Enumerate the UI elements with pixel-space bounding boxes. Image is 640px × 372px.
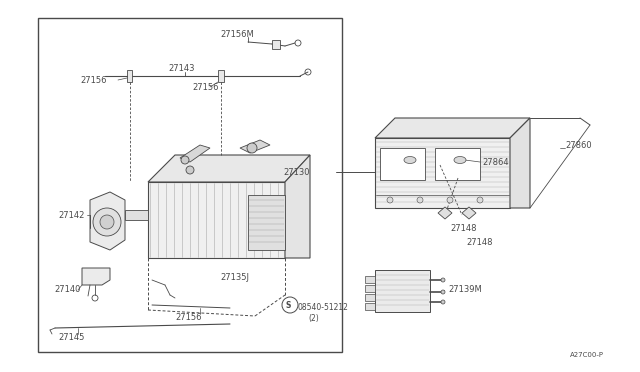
Circle shape — [447, 197, 453, 203]
Text: 27864: 27864 — [482, 157, 509, 167]
Polygon shape — [272, 40, 280, 49]
Circle shape — [100, 215, 114, 229]
Polygon shape — [180, 145, 210, 162]
Polygon shape — [148, 182, 285, 258]
Polygon shape — [240, 140, 270, 153]
Polygon shape — [375, 138, 510, 208]
Polygon shape — [218, 70, 224, 82]
Text: 08540-51212: 08540-51212 — [298, 304, 349, 312]
Polygon shape — [510, 118, 530, 208]
Text: (2): (2) — [308, 314, 319, 323]
Text: 27145: 27145 — [58, 334, 84, 343]
Circle shape — [441, 290, 445, 294]
Text: 27148: 27148 — [450, 224, 477, 232]
Bar — [365, 303, 375, 310]
Bar — [38, 18, 342, 352]
Bar — [248, 195, 285, 250]
Text: 27156: 27156 — [175, 314, 202, 323]
Polygon shape — [82, 268, 110, 285]
Circle shape — [387, 197, 393, 203]
Ellipse shape — [404, 157, 416, 164]
Text: A27C00-P: A27C00-P — [570, 352, 604, 358]
Circle shape — [441, 278, 445, 282]
Circle shape — [247, 143, 257, 153]
Text: 27143: 27143 — [168, 64, 195, 73]
Circle shape — [186, 166, 194, 174]
Circle shape — [181, 156, 189, 164]
Polygon shape — [375, 118, 530, 138]
Text: 27139M: 27139M — [448, 285, 482, 295]
Text: S: S — [285, 301, 291, 310]
Text: 27156M: 27156M — [220, 29, 253, 38]
Circle shape — [477, 197, 483, 203]
Text: 27860: 27860 — [565, 141, 591, 150]
Polygon shape — [462, 207, 476, 219]
Bar — [435, 148, 480, 180]
Polygon shape — [438, 207, 452, 219]
Text: 27156: 27156 — [192, 83, 218, 92]
Text: 27148: 27148 — [466, 237, 493, 247]
Text: 27130: 27130 — [284, 167, 310, 176]
Circle shape — [441, 300, 445, 304]
Bar — [380, 148, 425, 180]
Text: 27156: 27156 — [80, 76, 106, 84]
Polygon shape — [285, 155, 310, 258]
Text: 27142: 27142 — [58, 211, 84, 219]
Circle shape — [93, 208, 121, 236]
Polygon shape — [90, 192, 125, 250]
Polygon shape — [127, 70, 132, 82]
Ellipse shape — [454, 157, 466, 164]
Polygon shape — [125, 210, 148, 220]
Text: 27140: 27140 — [54, 285, 81, 295]
Bar — [365, 285, 375, 292]
Circle shape — [417, 197, 423, 203]
Bar — [375, 270, 430, 312]
Bar — [365, 276, 375, 283]
Text: 27135J: 27135J — [220, 273, 249, 282]
Polygon shape — [148, 155, 310, 182]
Bar — [365, 294, 375, 301]
